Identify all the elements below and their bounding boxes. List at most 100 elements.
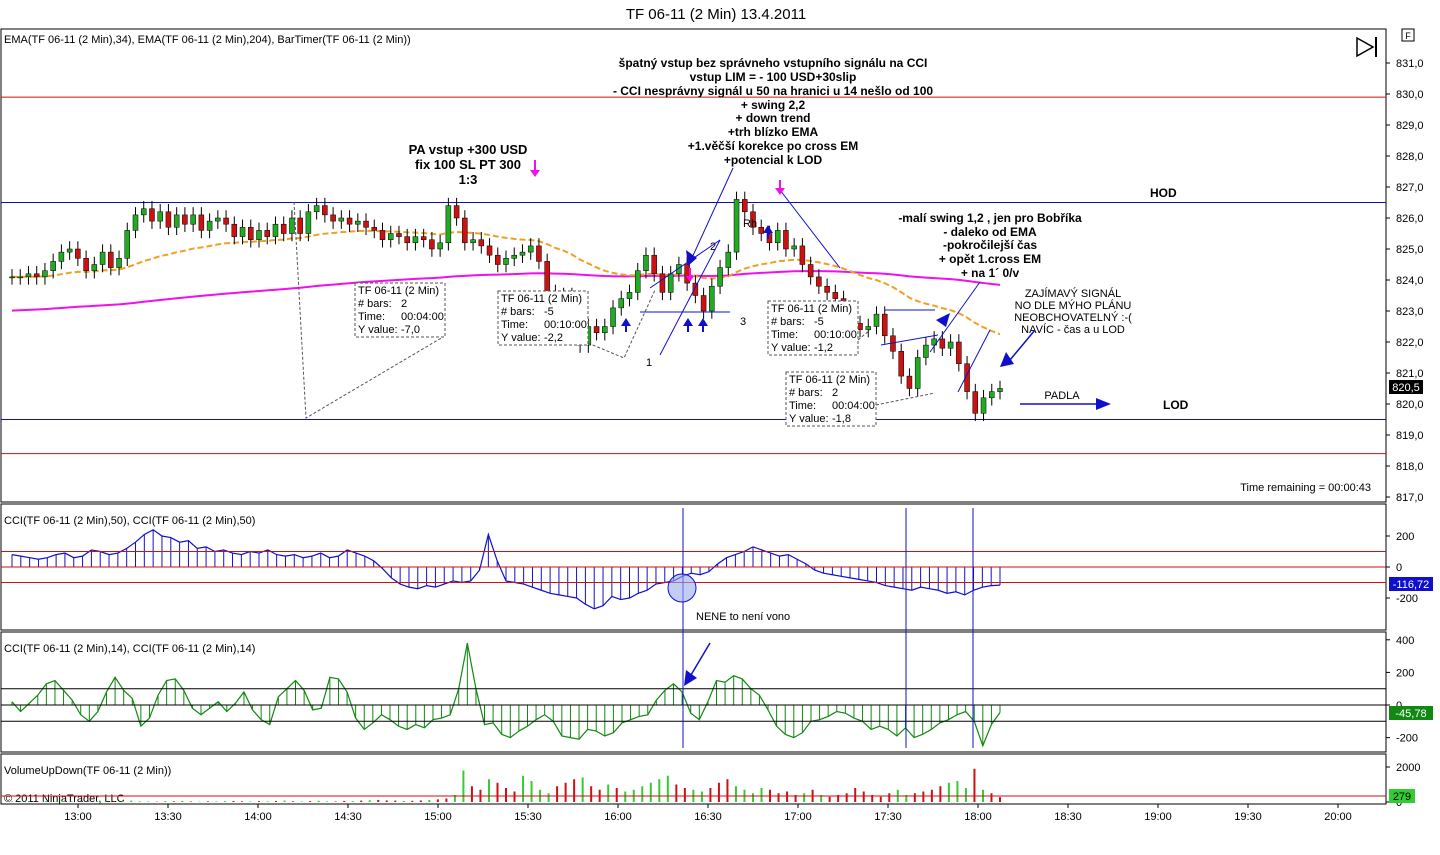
svg-text:- CCI nesprávny signál u 50 na: - CCI nesprávny signál u 50 na hranici u… bbox=[613, 84, 933, 98]
candle-up bbox=[791, 245, 797, 250]
measure-value: 00:10:00 bbox=[544, 319, 587, 331]
svg-text:+ down trend: + down trend bbox=[736, 111, 811, 125]
bad-entry-annotation: špatný vstup bez správneho vstupního sig… bbox=[613, 56, 933, 167]
measure-label: # bars: bbox=[789, 387, 823, 399]
candle-up bbox=[42, 270, 48, 278]
svg-text:1:3: 1:3 bbox=[459, 172, 478, 187]
candle-down bbox=[544, 261, 550, 293]
candle-up bbox=[9, 276, 15, 279]
candle-down bbox=[297, 217, 303, 234]
volume-value-badge bbox=[1389, 789, 1415, 803]
y-tick-label: 821,0 bbox=[1396, 368, 1424, 380]
x-tick-label: 15:00 bbox=[424, 811, 452, 823]
axes-layer: 13:00 13:30 14:00 14:30 15:00 15:30 16:00 16:30… bbox=[1, 58, 1424, 823]
y-tick-label: 828,0 bbox=[1396, 151, 1424, 163]
candle-up bbox=[116, 258, 122, 268]
candle-down bbox=[149, 208, 155, 222]
candle-up bbox=[602, 326, 608, 333]
cci14-histogram: 4002000-200 bbox=[1, 635, 1418, 748]
x-tick-label: 19:30 bbox=[1234, 811, 1262, 823]
candle-down bbox=[799, 245, 806, 265]
blue-up-arrow-icon bbox=[683, 318, 693, 332]
candle-up bbox=[865, 326, 872, 330]
measure-box bbox=[354, 282, 446, 338]
histogram-line bbox=[11, 529, 1001, 610]
cci14-label: CCI(TF 06-11 (2 Min),14), CCI(TF 06-11 (… bbox=[4, 643, 255, 655]
x-tick-label: 18:30 bbox=[1054, 811, 1082, 823]
y-tick-label: 2000 bbox=[1396, 762, 1420, 774]
candle-up bbox=[173, 214, 180, 228]
measure-label: TF 06-11 (2 Min) bbox=[358, 285, 439, 297]
svg-text:- daleko od EMA: - daleko od EMA bbox=[943, 225, 1037, 239]
f-button[interactable] bbox=[1401, 28, 1415, 42]
svg-text:+potencial k LOD: +potencial k LOD bbox=[724, 153, 823, 167]
candle-down bbox=[659, 273, 666, 293]
y-tick-label: 826,0 bbox=[1396, 213, 1424, 225]
y-tick-label: 825,0 bbox=[1396, 244, 1424, 256]
volume-bars: 20000 bbox=[1, 762, 1420, 809]
swing-label-1: 1 bbox=[646, 357, 652, 369]
measure-label: Y value: bbox=[789, 413, 829, 425]
svg-text:špatný vstup bez správneho vst: špatný vstup bez správneho vstupního sig… bbox=[619, 56, 928, 70]
candle-up bbox=[709, 285, 715, 312]
candle-up bbox=[717, 267, 723, 287]
candle-down bbox=[75, 248, 81, 259]
cci14-panel-frame bbox=[0, 631, 1387, 753]
candle-down bbox=[33, 273, 40, 278]
candle-down bbox=[824, 285, 830, 293]
candle-up bbox=[634, 270, 641, 293]
measure-label: TF 06-11 (2 Min) bbox=[771, 303, 852, 315]
candle-up bbox=[527, 245, 534, 253]
candle-down bbox=[330, 214, 336, 222]
measure-label: # bars: bbox=[771, 316, 805, 328]
candle-up bbox=[17, 276, 23, 279]
x-tick-label: 16:00 bbox=[604, 811, 632, 823]
swing-label-2: 2 bbox=[710, 241, 716, 253]
x-tick-label: 16:30 bbox=[694, 811, 722, 823]
svg-text:+1.věčší korekce po cross EM: +1.věčší korekce po cross EM bbox=[688, 139, 858, 153]
play-step-icon[interactable] bbox=[1356, 36, 1377, 58]
measure-label: Time: bbox=[501, 319, 528, 331]
candle-down bbox=[248, 227, 254, 240]
candle-down bbox=[371, 227, 378, 231]
measure-value: 2 bbox=[401, 298, 407, 310]
candle-up bbox=[519, 251, 526, 256]
candle-up bbox=[980, 397, 987, 414]
candle-up bbox=[667, 273, 674, 293]
price-panel-frame bbox=[0, 28, 1387, 503]
measure-label: Y value: bbox=[501, 332, 541, 344]
candle-up bbox=[997, 388, 1003, 392]
candle-down bbox=[83, 258, 89, 271]
candle-up bbox=[725, 251, 732, 268]
candle-down bbox=[182, 214, 188, 225]
measure-label: Time: bbox=[358, 311, 385, 323]
candle-down bbox=[881, 313, 888, 337]
measure-label: # bars: bbox=[501, 306, 535, 318]
candle-up bbox=[305, 211, 312, 234]
measure-label: TF 06-11 (2 Min) bbox=[501, 293, 582, 305]
candle-up bbox=[445, 205, 452, 244]
measure-label: # bars: bbox=[358, 298, 392, 310]
candle-up bbox=[437, 242, 443, 250]
candle-up bbox=[626, 292, 633, 299]
candle-up bbox=[25, 273, 32, 278]
measure-label: Y value: bbox=[358, 324, 398, 336]
x-tick-label: 20:00 bbox=[1324, 811, 1352, 823]
candle-up bbox=[190, 214, 196, 225]
y-tick-label: 200 bbox=[1396, 531, 1414, 543]
svg-text:fix 100 SL PT 300: fix 100 SL PT 300 bbox=[415, 157, 521, 172]
rh-label: Rh bbox=[743, 218, 757, 230]
measure-label: Y value: bbox=[771, 342, 811, 354]
y-tick-label: 400 bbox=[1396, 635, 1414, 647]
ema-34-line bbox=[12, 229, 1001, 336]
measure-value: -1,8 bbox=[832, 413, 851, 425]
histogram-line bbox=[11, 642, 1001, 748]
x-tick-label: 14:00 bbox=[244, 811, 272, 823]
measure-value: -2,2 bbox=[544, 332, 563, 344]
candle-up bbox=[215, 217, 221, 222]
y-tick-label: 823,0 bbox=[1396, 306, 1424, 318]
svg-text:ZAJÍMAVÝ SIGNÁL: ZAJÍMAVÝ SIGNÁL bbox=[1025, 287, 1121, 300]
candle-down bbox=[322, 205, 328, 216]
